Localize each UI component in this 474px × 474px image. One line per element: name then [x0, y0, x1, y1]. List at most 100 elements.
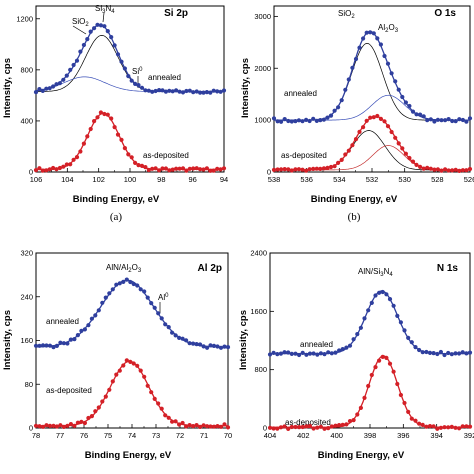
y-tick-label: 400 [20, 116, 33, 125]
data-point [337, 348, 342, 353]
data-point [289, 168, 294, 173]
data-point [446, 117, 451, 122]
data-point [163, 89, 168, 94]
data-point [85, 37, 90, 42]
y-axis-label: Intensity, cps [2, 310, 13, 370]
component-fit-curve [36, 112, 224, 170]
label-as-deposited: as-deposited [281, 151, 327, 160]
x-tick-label: 71 [200, 431, 208, 440]
data-point [159, 316, 164, 321]
data-point [278, 425, 283, 430]
data-point [413, 418, 418, 423]
data-point [157, 88, 162, 93]
data-point [211, 88, 216, 93]
x-tick-label: 534 [333, 175, 346, 184]
data-point [128, 359, 133, 364]
data-point [373, 293, 378, 298]
data-point [57, 81, 63, 86]
data-point [133, 81, 138, 86]
data-point [403, 100, 408, 105]
data-point [329, 351, 334, 356]
data-point [33, 90, 39, 95]
data-point [442, 425, 447, 430]
data-point [343, 87, 348, 92]
data-point [464, 351, 469, 356]
data-point [333, 423, 338, 428]
data-point [44, 423, 49, 428]
data-point [460, 350, 465, 355]
data-point [208, 168, 213, 173]
label-annealed: annealed [300, 340, 333, 349]
x-tick-label: 104 [61, 175, 74, 184]
data-point [218, 424, 224, 429]
data-point [377, 290, 382, 295]
x-tick-label: 102 [92, 175, 105, 184]
data-point [322, 426, 327, 431]
data-point [167, 168, 172, 173]
data-point [122, 146, 127, 151]
data-point [407, 155, 412, 161]
data-point [177, 166, 182, 171]
data-point [435, 117, 440, 122]
data-point [364, 118, 369, 123]
data-point [355, 332, 360, 337]
data-point [98, 110, 103, 115]
data-point [406, 335, 411, 340]
data-point [344, 422, 349, 427]
data-point [344, 345, 349, 350]
data-point [187, 341, 192, 346]
data-point [198, 90, 203, 95]
data-point [362, 395, 367, 400]
data-point [33, 343, 39, 348]
data-point [191, 166, 196, 171]
data-point [369, 300, 374, 305]
x-tick-label: 396 [397, 431, 410, 440]
data-point [275, 119, 280, 124]
data-point [393, 79, 398, 84]
data-point [428, 166, 433, 171]
label-annealed: annealed [46, 317, 79, 326]
annotation-al2o3: Al2O3 [378, 23, 399, 34]
x-tick-label: 73 [152, 431, 160, 440]
data-point [88, 126, 93, 132]
data-point [378, 116, 383, 121]
data-point [128, 279, 133, 285]
data-point [136, 83, 141, 88]
data-point [311, 426, 316, 431]
data-point [54, 424, 60, 429]
y-axis-label: Intensity, cps [2, 58, 13, 118]
data-point [402, 400, 407, 406]
data-point [336, 105, 341, 110]
data-point [346, 77, 351, 82]
panel-title: O 1s [434, 8, 456, 19]
x-tick-label: 100 [124, 175, 137, 184]
data-point [143, 88, 148, 93]
data-point [54, 167, 59, 172]
data-point [289, 424, 294, 430]
data-point [364, 30, 369, 35]
x-tick-label: 400 [330, 431, 343, 440]
data-point [156, 311, 161, 316]
data-point [304, 424, 309, 429]
data-point [369, 372, 374, 378]
data-point [68, 422, 73, 427]
data-point [314, 166, 319, 171]
data-point [93, 313, 98, 318]
data-point [420, 422, 425, 427]
x-tick-label: 106 [30, 175, 43, 184]
data-point [110, 287, 115, 292]
data-point [413, 345, 418, 350]
data-point [409, 416, 414, 421]
data-point [293, 351, 298, 356]
data-point [400, 146, 405, 151]
data-point [350, 143, 355, 148]
data-point [225, 345, 231, 350]
data-point [315, 425, 320, 430]
y-tick-label: 1200 [16, 14, 33, 23]
data-point [95, 115, 100, 120]
data-point [102, 111, 107, 117]
y-tick-label: 2400 [250, 249, 267, 258]
data-point [384, 292, 389, 297]
data-point [201, 344, 206, 349]
data-point [61, 77, 66, 82]
